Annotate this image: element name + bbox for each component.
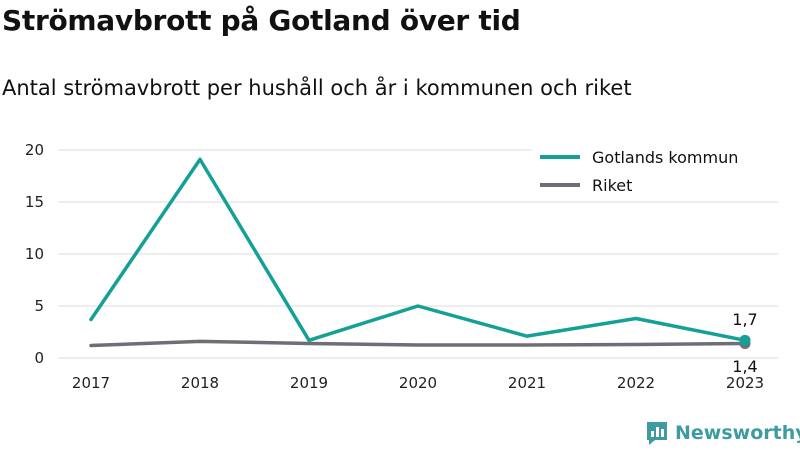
newsworthy-logo-icon [647, 422, 667, 445]
y-tick-label: 10 [25, 245, 44, 263]
x-tick-label: 2020 [399, 374, 437, 392]
y-tick-label: 5 [34, 297, 44, 315]
y-tick-label: 15 [25, 193, 44, 211]
x-tick-label: 2017 [72, 374, 110, 392]
legend-label: Riket [592, 176, 632, 195]
series-lines [89, 157, 747, 348]
y-axis-ticks: 0 5 10 15 20 [25, 141, 44, 367]
x-axis-ticks: 2017 2018 2019 2020 2021 2022 2023 [72, 374, 764, 392]
line-chart: 0 5 10 15 20 2017 2018 2019 2020 2021 2022 2023 1,… [25, 140, 778, 392]
legend: Gotlands kommun Riket [532, 140, 778, 200]
x-tick-label: 2018 [181, 374, 219, 392]
legend-background [532, 140, 778, 200]
brand-name: Newsworthy [675, 422, 800, 444]
y-tick-label: 20 [25, 141, 44, 159]
data-label-riket: 1,4 [732, 357, 757, 376]
chart-subtitle: Antal strömavbrott per hushåll och år i … [2, 76, 632, 100]
series-line-gotlands-kommun [89, 157, 747, 343]
brand-logo: Newsworthy [645, 420, 800, 446]
chart-title: Strömavbrott på Gotland över tid [2, 4, 521, 37]
end-points: 1,7 1,4 [732, 310, 757, 376]
y-tick-label: 0 [34, 349, 44, 367]
x-tick-label: 2021 [508, 374, 546, 392]
x-tick-label: 2022 [617, 374, 655, 392]
x-tick-label: 2019 [290, 374, 328, 392]
legend-label: Gotlands kommun [592, 148, 738, 167]
series-line-riket [89, 339, 747, 348]
data-label-gotlands-kommun: 1,7 [732, 310, 757, 329]
end-point-gotlands-kommun [739, 334, 751, 346]
x-tick-label: 2023 [726, 374, 764, 392]
